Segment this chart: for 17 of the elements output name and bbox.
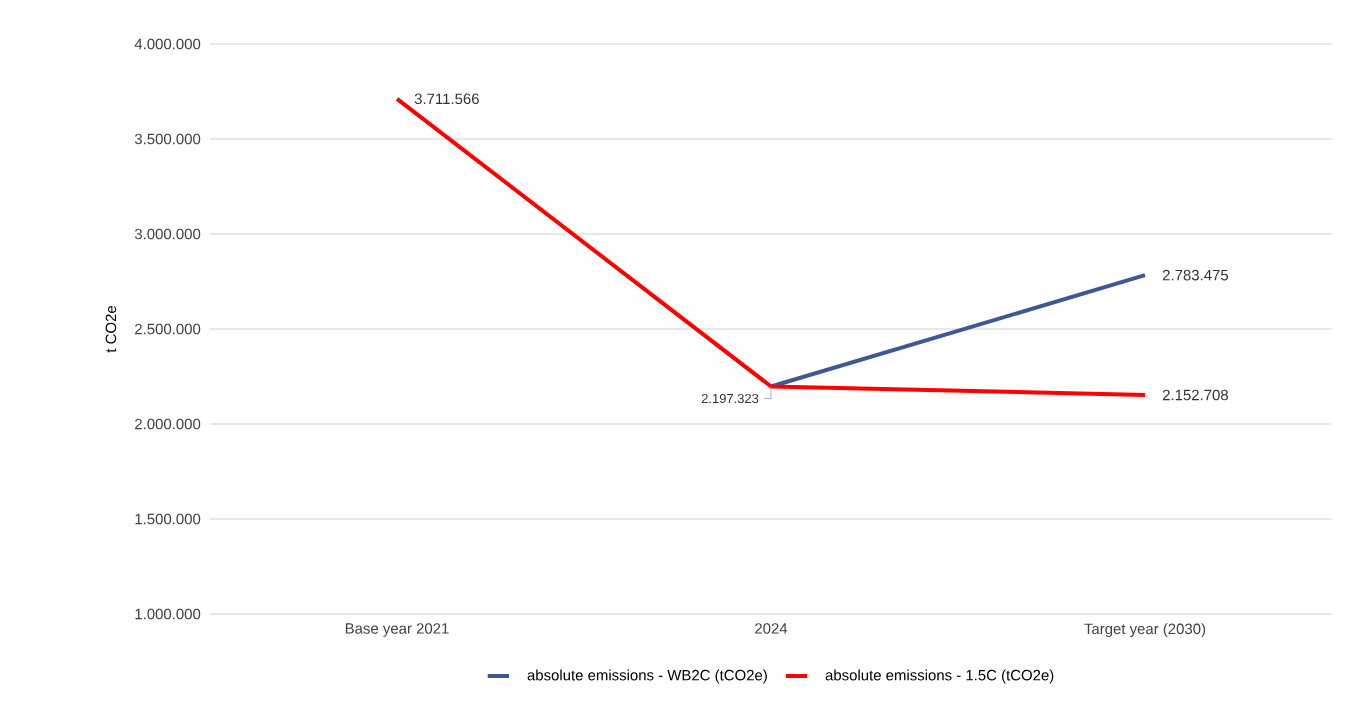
legend-label: absolute emissions - WB2C (tCO2e): [527, 669, 767, 684]
data-label: 2.783.475: [1162, 269, 1229, 281]
y-tick-label: 4.000.000: [134, 38, 201, 50]
y-tick-label: 2.000.000: [135, 418, 201, 430]
data-label: 3.711.566: [414, 93, 479, 105]
y-tick-label: 3.500.000: [134, 133, 201, 145]
x-tick-label: 2024: [755, 623, 788, 634]
data-label: 2.197.323: [701, 393, 759, 404]
data-label: 2.152.708: [1162, 389, 1228, 401]
y-tick-label: 2.500.000: [135, 323, 201, 335]
x-tick-label: Target year (2030): [1084, 623, 1206, 638]
legend-label: absolute emissions - 1.5C (tCO2e): [825, 669, 1054, 684]
x-tick-label: Base year 2021: [345, 623, 449, 637]
y-tick-label: 3.000.000: [134, 228, 201, 240]
y-axis-title: t CO2e: [105, 306, 117, 353]
y-tick-label: 1.500.000: [135, 513, 201, 525]
y-tick-label: 1.000.000: [135, 608, 201, 620]
